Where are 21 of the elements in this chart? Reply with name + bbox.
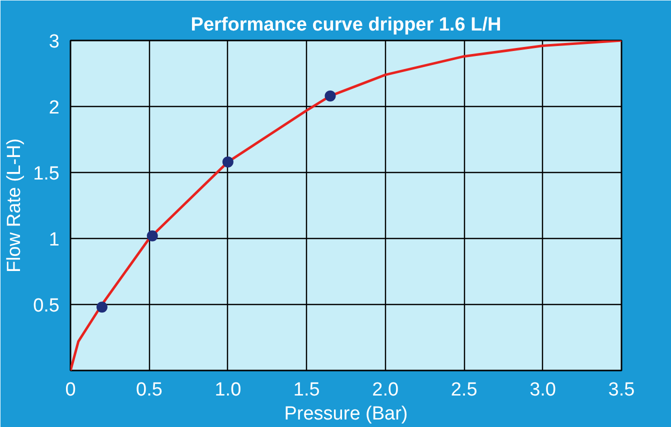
y-tick-label: 3 [48,32,60,52]
chart-title: Performance curve dripper 1.6 L/H [190,14,502,36]
x-tick-label: 2.5 [450,380,478,400]
x-tick-label: 0 [65,380,76,400]
x-tick-label: 0.5 [136,380,162,400]
y-tick-label: 0.5 [33,296,60,316]
x-axis-title: Pressure (Bar) [284,404,408,424]
x-tick-label: 1.5 [293,380,320,400]
y-tick-label: 1 [48,230,60,250]
point [146,230,158,242]
line-series [70,40,622,370]
x-tick-label: 2.0 [372,380,399,400]
y-tick-label: 2 [48,98,60,118]
x-tick-label: 3.5 [608,380,635,400]
x-tick-label: 1.0 [214,380,242,400]
x-tick-label: 3.0 [530,380,556,400]
y-tick-label: 1.5 [33,164,60,184]
point [96,302,108,313]
point [324,90,336,102]
y-axis-title: Flow Rate (L-H) [4,138,26,273]
point [222,156,234,168]
